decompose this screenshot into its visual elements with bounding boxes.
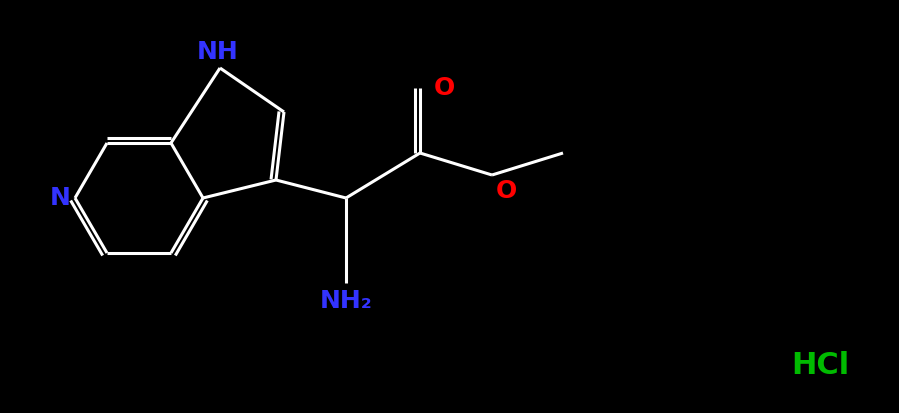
Text: O: O — [496, 179, 517, 203]
Text: N: N — [50, 186, 71, 210]
Text: O: O — [434, 76, 455, 100]
Text: NH₂: NH₂ — [320, 289, 372, 313]
Text: NH: NH — [197, 40, 239, 64]
Text: HCl: HCl — [791, 351, 850, 380]
